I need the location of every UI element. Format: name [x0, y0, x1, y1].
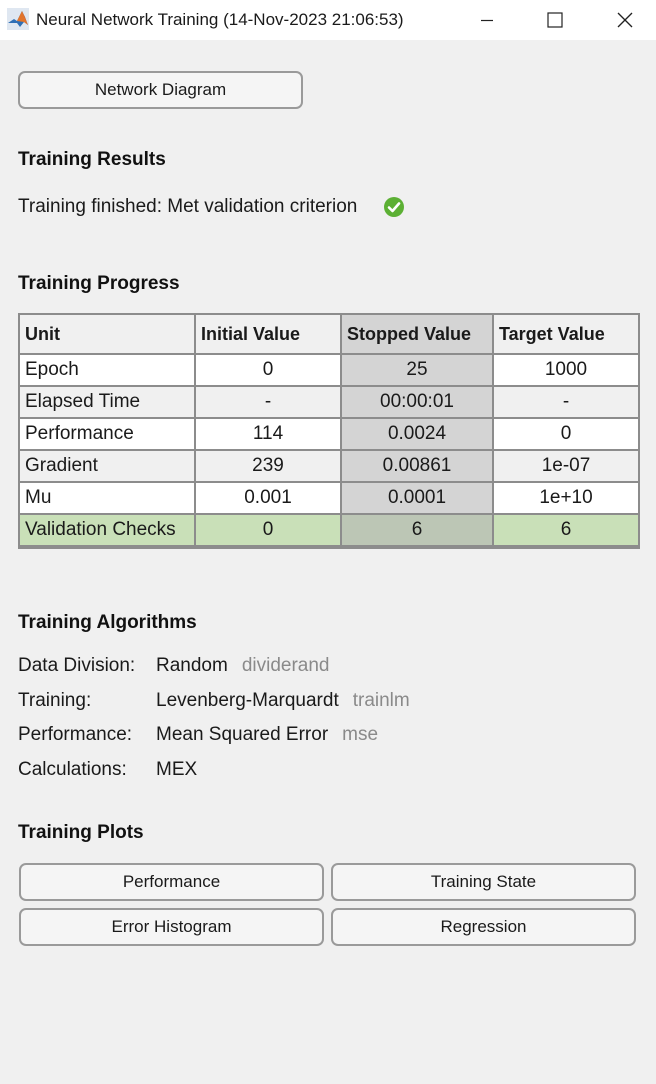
table-cell: 25 [340, 353, 494, 387]
table-row-mu: Mu 0.001 0.0001 1e+10 [18, 481, 640, 515]
table-cell: 0 [194, 353, 342, 387]
table-cell: Gradient [18, 449, 196, 483]
table-cell: 114 [194, 417, 342, 451]
close-icon [617, 12, 633, 28]
column-header-initial: Initial Value [194, 313, 342, 355]
table-cell: Validation Checks [18, 513, 196, 547]
minimize-button[interactable] [452, 0, 522, 40]
table-cell: 0.0001 [340, 481, 494, 515]
table-row-validation-checks: Validation Checks 0 6 6 [18, 513, 640, 547]
algorithm-value: Random [156, 655, 228, 676]
table-cell: Mu [18, 481, 196, 515]
algorithm-value-wrap: MEX [156, 759, 197, 781]
error-histogram-plot-button[interactable]: Error Histogram [19, 908, 324, 946]
table-cell: 0 [194, 513, 342, 547]
table-cell: 0 [492, 417, 640, 451]
minimize-icon [481, 19, 493, 22]
table-row-epoch: Epoch 0 25 1000 [18, 353, 640, 387]
window-title: Neural Network Training (14-Nov-2023 21:… [36, 10, 404, 29]
network-diagram-button[interactable]: Network Diagram [18, 71, 303, 109]
training-progress-table: Unit Initial Value Stopped Value Target … [18, 313, 640, 547]
table-cell: Epoch [18, 353, 196, 387]
table-row-gradient: Gradient 239 0.00861 1e-07 [18, 449, 640, 483]
algorithm-value: Mean Squared Error [156, 724, 329, 745]
maximize-button[interactable] [520, 0, 590, 40]
table-cell: 0.001 [194, 481, 342, 515]
algorithm-value-wrap: Random dividerand [156, 655, 330, 677]
algorithm-function: dividerand [241, 655, 330, 676]
table-cell: 1e-07 [492, 449, 640, 483]
algorithm-function: mse [342, 724, 379, 745]
table-cell: 6 [340, 513, 494, 547]
table-row-performance: Performance 114 0.0024 0 [18, 417, 640, 451]
column-header-stopped: Stopped Value [340, 313, 494, 355]
training-results-title: Training Results [18, 149, 166, 170]
algorithm-value: Levenberg-Marquardt [156, 690, 339, 711]
algorithm-value: MEX [156, 759, 198, 780]
table-cell: 1e+10 [492, 481, 640, 515]
table-cell: 239 [194, 449, 342, 483]
table-cell: Elapsed Time [18, 385, 196, 419]
algorithm-label: Training: [18, 690, 92, 711]
table-cell: 00:00:01 [340, 385, 494, 419]
column-header-target: Target Value [492, 313, 640, 355]
table-row-elapsed-time: Elapsed Time - 00:00:01 - [18, 385, 640, 419]
algorithm-value-wrap: Levenberg-Marquardt trainlm [156, 690, 410, 712]
algorithm-function: trainlm [352, 690, 410, 711]
algorithm-label: Performance: [18, 724, 133, 745]
matlab-logo-icon [7, 8, 29, 30]
training-plots-title: Training Plots [18, 822, 144, 843]
algorithm-value-wrap: Mean Squared Error mse [156, 724, 378, 746]
maximize-icon [547, 12, 563, 28]
table-cell: 1000 [492, 353, 640, 387]
algorithm-label: Calculations: [18, 759, 127, 780]
table-cell: 0.00861 [340, 449, 494, 483]
training-status: Training finished: Met validation criter… [18, 196, 358, 217]
table-cell: Performance [18, 417, 196, 451]
check-circle-icon [384, 197, 404, 217]
training-algorithms-title: Training Algorithms [18, 612, 197, 633]
training-progress-title: Training Progress [18, 273, 180, 294]
regression-plot-button[interactable]: Regression [331, 908, 636, 946]
close-button[interactable] [590, 0, 656, 40]
table-header-row: Unit Initial Value Stopped Value Target … [18, 313, 640, 355]
table-cell: - [492, 385, 640, 419]
table-cell: 6 [492, 513, 640, 547]
title-bar: Neural Network Training (14-Nov-2023 21:… [0, 0, 656, 40]
algorithm-label: Data Division: [18, 655, 136, 676]
training-state-plot-button[interactable]: Training State [331, 863, 636, 901]
table-cell: - [194, 385, 342, 419]
column-header-unit: Unit [18, 313, 196, 355]
table-cell: 0.0024 [340, 417, 494, 451]
performance-plot-button[interactable]: Performance [19, 863, 324, 901]
